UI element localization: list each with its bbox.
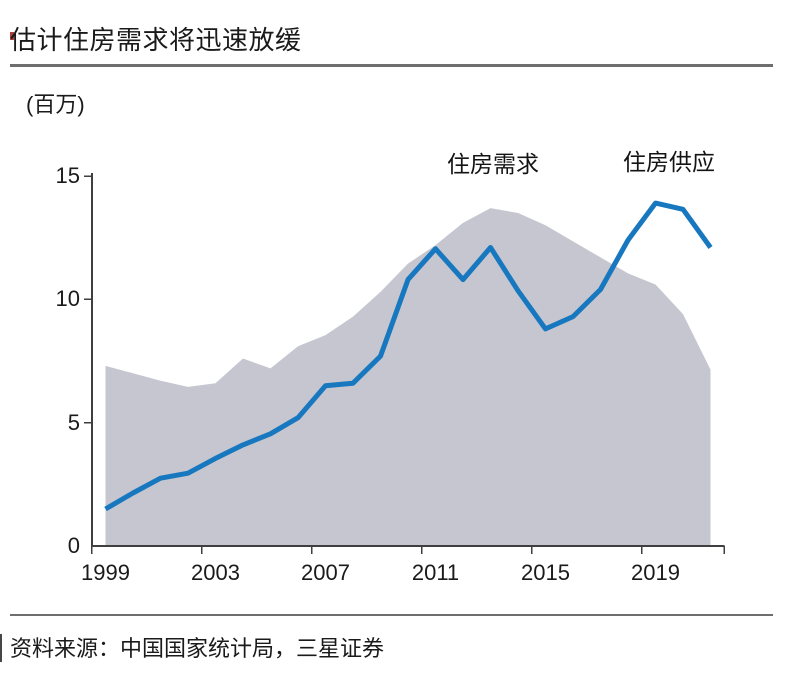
page-title: 估计住房需求将迅速放缓 [10,25,302,55]
tick-marks [84,175,725,554]
x-tick-label: 2003 [191,560,240,585]
y-tick-label: 15 [55,162,80,188]
axis-unit-label: (百万) [26,92,85,117]
source-note: 资料来源：中国国家统计局，三星证券 [10,636,385,661]
demand-series-label: 住房需求 [447,151,539,177]
x-tick-label: 2011 [411,560,460,585]
y-tick-label: 10 [55,286,80,312]
demand-area-series [105,208,711,546]
supply-series-label: 住房供应 [623,149,715,175]
title-divider [10,64,773,67]
red-bullet-marker [10,32,14,40]
x-tick-label: 2015 [521,560,570,585]
supply-line-series [104,200,713,512]
footer-divider [10,614,773,616]
x-tick-label: 2019 [631,560,680,585]
x-tick-label: 2007 [301,560,350,585]
edge-artifact [0,634,2,662]
y-tick-label: 0 [67,533,80,558]
y-tick-label: 5 [67,409,80,435]
axis-ticks [84,175,725,554]
x-tick-label: 1999 [81,560,130,585]
